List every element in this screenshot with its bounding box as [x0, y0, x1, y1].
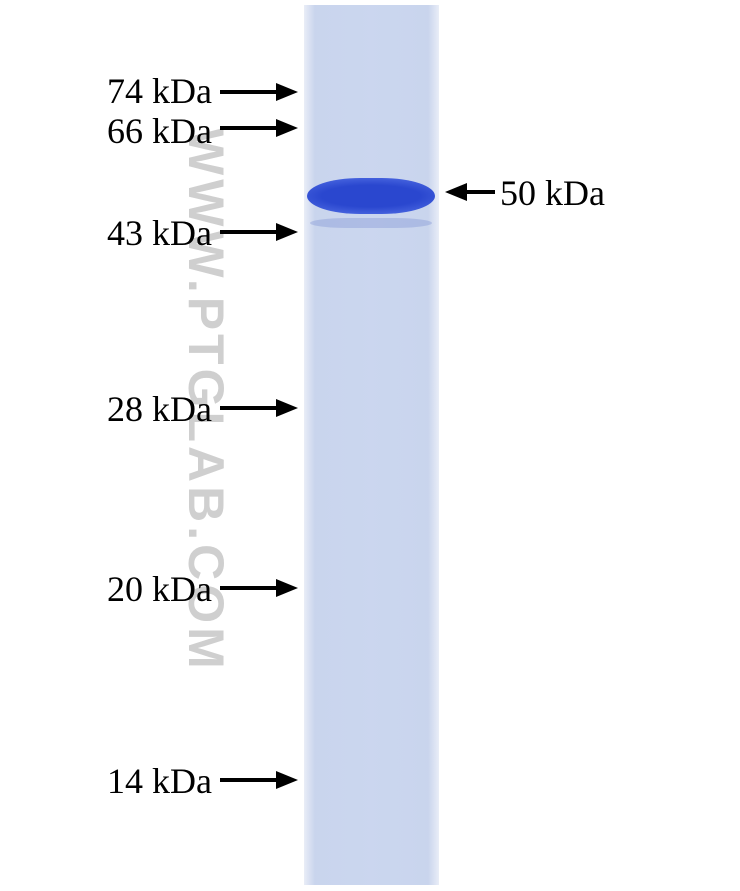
marker-label: 74 kDa	[72, 70, 212, 112]
gel-lane	[304, 5, 439, 885]
marker-arrow-head	[276, 399, 298, 417]
marker-label: 20 kDa	[72, 568, 212, 610]
marker-arrow-shaft	[220, 778, 278, 782]
marker-arrow-shaft	[220, 586, 278, 590]
marker-label: 28 kDa	[72, 388, 212, 430]
marker-arrow-head	[276, 223, 298, 241]
band-arrow-head	[445, 183, 467, 201]
marker-label: 43 kDa	[72, 212, 212, 254]
marker-label: 14 kDa	[72, 760, 212, 802]
marker-arrow-head	[276, 579, 298, 597]
marker-arrow-shaft	[220, 90, 278, 94]
marker-label: 66 kDa	[72, 110, 212, 152]
protein-band-faint	[310, 218, 432, 228]
band-label-50kda: 50 kDa	[500, 172, 605, 214]
marker-arrow-head	[276, 83, 298, 101]
band-arrow-shaft	[465, 190, 495, 194]
marker-arrow-head	[276, 771, 298, 789]
protein-band-50kda	[307, 178, 435, 214]
marker-arrow-shaft	[220, 406, 278, 410]
marker-arrow-head	[276, 119, 298, 137]
marker-arrow-shaft	[220, 230, 278, 234]
marker-arrow-shaft	[220, 126, 278, 130]
